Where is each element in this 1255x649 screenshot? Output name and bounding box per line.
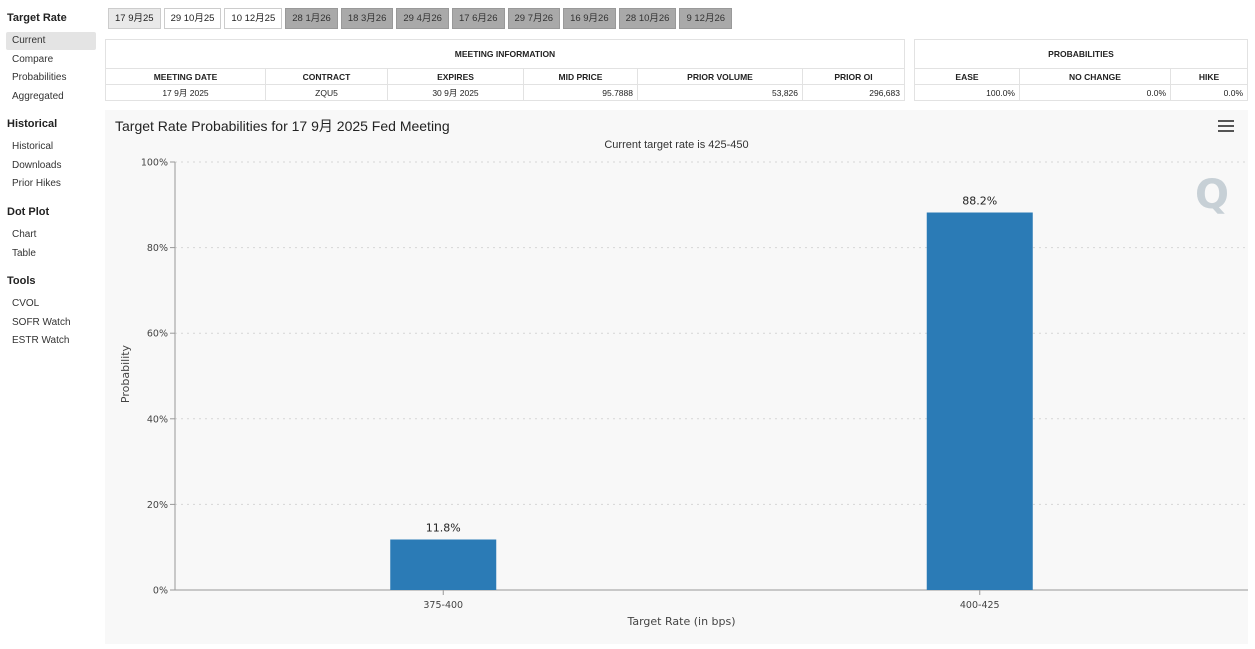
sidebar-item-historical[interactable]: Historical — [12, 141, 54, 152]
bar — [926, 212, 1033, 590]
meeting-information-table: MEETING INFORMATION MEETING DATE CONTRAC… — [105, 39, 905, 101]
chart-title: Target Rate Probabilities for 17 9月 2025… — [115, 118, 450, 134]
tab-meeting-date: 29 7月26 — [507, 8, 561, 29]
sidebar-item-cvol[interactable]: CVOL — [12, 298, 40, 309]
watermark-logo-icon: Q — [1195, 172, 1230, 218]
col-meeting-date: MEETING DATE — [105, 68, 266, 85]
tab-meeting-date: 17 6月26 — [451, 8, 505, 29]
sidebar-item-probabilities[interactable]: Probabilities — [12, 72, 67, 83]
probabilities-table: PROBABILITIES EASE NO CHANGE HIKE 100.0%… — [914, 39, 1248, 101]
x-tick-label: 375-400 — [423, 600, 463, 611]
probabilities-header: PROBABILITIES — [914, 39, 1248, 69]
bar-data-label: 88.2% — [962, 195, 997, 208]
col-no-change: NO CHANGE — [1019, 68, 1171, 85]
hamburger-menu-icon[interactable] — [1218, 120, 1234, 134]
ease-value: 100.0% — [914, 84, 1020, 101]
sidebar-item-estr-watch[interactable]: ESTR Watch — [12, 335, 70, 346]
table-row: 17 9月 2025 ZQU5 30 9月 2025 95.7888 53,82… — [105, 84, 905, 101]
hike-value: 0.0% — [1170, 84, 1248, 101]
expires-value: 30 9月 2025 — [387, 84, 524, 101]
sidebar-item-sofr-watch[interactable]: SOFR Watch — [12, 316, 71, 328]
col-mid-price: MID PRICE — [523, 68, 638, 85]
prior-oi-value: 296,683 — [802, 84, 905, 101]
contract-value: ZQU5 — [265, 84, 388, 101]
tab-meeting-date: 18 3月26 — [340, 8, 394, 29]
y-tick-label: 100% — [141, 158, 168, 169]
meeting-date-value: 17 9月 2025 — [105, 84, 266, 101]
meeting-date-tabs: 17 9月25 29 10月25 10 12月25 28 1月26 18 3月26 29 … — [108, 8, 733, 30]
sidebar-section-target-rate: Target Rate — [7, 12, 67, 24]
sidebar-item-compare[interactable]: Compare — [12, 53, 54, 65]
tab-meeting-date: 29 4月26 — [396, 8, 449, 29]
y-tick-label: 80% — [147, 243, 168, 254]
col-hike: HIKE — [1170, 68, 1248, 85]
y-tick-label: 0% — [153, 586, 168, 597]
chart-subtitle: Current target rate is 425-450 — [604, 139, 749, 151]
y-tick-label: 40% — [147, 414, 168, 425]
col-expires: EXPIRES — [387, 68, 524, 85]
col-contract: CONTRACT — [265, 68, 388, 85]
mid-price-value: 95.7888 — [523, 84, 638, 101]
x-axis-title: Target Rate (in bps) — [626, 615, 735, 628]
tab-meeting-date: 16 9月26 — [563, 8, 616, 29]
sidebar-section-dot-plot: Dot Plot — [7, 206, 50, 218]
col-ease: EASE — [914, 68, 1020, 85]
table-row: 100.0% 0.0% 0.0% — [914, 84, 1248, 101]
tab-meeting-date: 28 10月26 — [618, 8, 677, 29]
bar — [390, 539, 497, 590]
sidebar-item-current[interactable]: Current — [6, 32, 96, 50]
y-axis-title: Probability — [119, 344, 132, 403]
x-tick-label: 400-425 — [960, 600, 1000, 611]
sidebar-section-tools: Tools — [7, 275, 36, 287]
meeting-information-header: MEETING INFORMATION — [105, 39, 905, 69]
tab-meeting-date[interactable]: 29 10月25 — [163, 8, 222, 29]
tab-meeting-date: 9 12月26 — [679, 8, 733, 29]
y-tick-label: 60% — [147, 329, 168, 340]
tab-meeting-date: 28 1月26 — [285, 8, 338, 29]
sidebar-item-downloads[interactable]: Downloads — [12, 159, 62, 171]
sidebar-item-table[interactable]: Table — [12, 247, 36, 259]
bar-data-label: 11.8% — [426, 521, 461, 534]
prior-volume-value: 53,826 — [637, 84, 803, 101]
chart-panel: Target Rate Probabilities for 17 9月 2025… — [105, 110, 1248, 644]
no-change-value: 0.0% — [1019, 84, 1171, 101]
sidebar-section-historical: Historical — [7, 118, 58, 130]
sidebar-item-chart[interactable]: Chart — [12, 229, 37, 240]
col-prior-volume: PRIOR VOLUME — [637, 68, 803, 85]
sidebar-item-aggregated[interactable]: Aggregated — [12, 90, 64, 102]
tab-meeting-date[interactable]: 17 9月25 — [108, 8, 161, 29]
sidebar-item-prior-hikes[interactable]: Prior Hikes — [12, 178, 61, 189]
col-prior-oi: PRIOR OI — [802, 68, 905, 85]
probability-bar-chart: 0% 20% 40% 60% 80% 100% 11.8% 375-400 88.2% 400-4… — [119, 158, 1248, 628]
y-tick-label: 20% — [147, 500, 168, 511]
tab-meeting-date[interactable]: 10 12月25 — [224, 8, 283, 29]
